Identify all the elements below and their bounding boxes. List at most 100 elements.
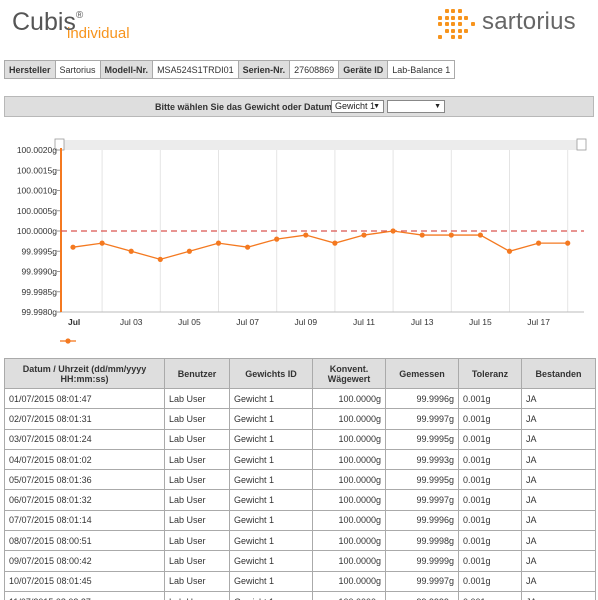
chart-right-handle <box>576 138 587 151</box>
cell-weight-id: Gewicht 1 <box>229 387 313 410</box>
header-user[interactable]: Benutzer <box>164 358 230 389</box>
info-label-model: Modell-Nr. <box>99 60 154 79</box>
cell-user: Lab User <box>164 550 230 572</box>
measurement-table: Datum / Uhrzeit (dd/mm/yyyy HH:mm:ss) Be… <box>4 358 596 600</box>
chart-top-strip <box>61 140 584 150</box>
cell-datetime: 04/07/2015 08:01:02 <box>4 448 165 471</box>
logo-dot <box>470 22 475 26</box>
logo-dot <box>444 15 449 20</box>
logo-dot <box>451 9 455 13</box>
cell-datetime: 01/07/2015 08:01:47 <box>4 387 165 410</box>
header-conventional-value[interactable]: Konvent. Wägewert <box>312 358 386 389</box>
cell-tolerance: 0.001g <box>458 530 522 552</box>
sartorius-logo: sartorius <box>438 8 593 40</box>
cell-user: Lab User <box>164 489 230 511</box>
cell-user: Lab User <box>164 590 230 600</box>
weight-chart: 100.0020g 100.0015g 100.0010g 100.0005g 100.… <box>0 136 598 351</box>
cell-conventional-value: 100.0000g <box>312 550 386 572</box>
chart-ytick-label: 99.9980g <box>22 307 58 317</box>
chart-ytick-label: 99.9995g <box>22 246 58 256</box>
cell-measured: 99.9998g <box>385 530 459 552</box>
cell-user: Lab User <box>164 570 230 592</box>
chart-ytick-label: 100.0010g <box>17 186 57 196</box>
header-passed[interactable]: Bestanden <box>521 358 596 389</box>
date-select[interactable]: ▼ <box>387 100 445 113</box>
cell-passed: JA <box>521 550 596 572</box>
table-row: 07/07/2015 08:01:14 Lab User Gewicht 1 100.… <box>4 509 596 532</box>
table-row: 06/07/2015 08:01:32 Lab User Gewicht 1 100.… <box>4 489 596 511</box>
cell-datetime: 03/07/2015 08:01:24 <box>4 428 165 450</box>
table-header-row: Datum / Uhrzeit (dd/mm/yyyy HH:mm:ss) Be… <box>4 358 596 389</box>
logo-dot <box>438 15 442 20</box>
info-value-serial: 27608869 <box>289 60 340 79</box>
weight-select[interactable]: Gewicht 1 ▼ <box>331 100 384 113</box>
cell-passed: JA <box>521 530 596 552</box>
table-row: 04/07/2015 08:01:02 Lab User Gewicht 1 100.… <box>4 448 596 471</box>
cell-passed: JA <box>521 469 596 491</box>
chart-point <box>565 240 571 246</box>
cell-measured: 99.9996g <box>385 387 459 410</box>
cell-tolerance: 0.001g <box>458 387 522 410</box>
cell-tolerance: 0.001g <box>458 428 522 450</box>
cell-tolerance: 0.001g <box>458 489 522 511</box>
cell-passed: JA <box>521 387 596 410</box>
info-label-device-id: Geräte ID <box>338 60 389 79</box>
logo-dot <box>451 35 455 39</box>
cell-passed: JA <box>521 428 596 450</box>
brand-registered-mark: ® <box>75 10 84 21</box>
cell-passed: JA <box>521 448 596 471</box>
cell-weight-id: Gewicht 1 <box>229 570 313 592</box>
cell-tolerance: 0.001g <box>458 509 522 532</box>
chart-point <box>186 248 192 254</box>
header-tolerance[interactable]: Toleranz <box>458 358 522 389</box>
cell-conventional-value: 100.0000g <box>312 530 386 552</box>
cell-passed: JA <box>521 590 596 600</box>
chart-point <box>99 240 105 246</box>
chart-xtick-label: Jul 09 <box>294 317 317 327</box>
logo-dot <box>464 28 468 33</box>
header-datetime[interactable]: Datum / Uhrzeit (dd/mm/yyyy HH:mm:ss) <box>4 358 165 389</box>
logo-dot <box>451 28 455 33</box>
header-weight-id[interactable]: Gewichts ID <box>229 358 313 389</box>
chart-point <box>361 232 367 238</box>
table-row: 02/07/2015 08:01:31 Lab User Gewicht 1 100.… <box>4 408 596 430</box>
cell-user: Lab User <box>164 408 230 430</box>
weight-select-value: Gewicht 1 <box>335 101 376 111</box>
table-row: 08/07/2015 08:00:51 Lab User Gewicht 1 100.… <box>4 530 596 552</box>
selection-label: Bitte wählen Sie das Gewicht oder Datum <box>155 102 333 112</box>
chart-xtick-label: Jul 13 <box>411 317 434 327</box>
cell-passed: JA <box>521 570 596 592</box>
cell-user: Lab User <box>164 530 230 552</box>
cell-measured: 99.9997g <box>385 489 459 511</box>
logo-dot <box>444 9 449 13</box>
table-row: 01/07/2015 08:01:47 Lab User Gewicht 1 100.… <box>4 387 596 410</box>
logo-dot <box>444 28 449 33</box>
cell-passed: JA <box>521 489 596 511</box>
chart-point <box>303 232 309 238</box>
cell-datetime: 08/07/2015 08:00:51 <box>4 530 165 552</box>
cell-measured: 99.9997g <box>385 408 459 430</box>
chart-svg: 100.0020g 100.0015g 100.0010g 100.0005g 100.… <box>17 138 587 344</box>
header-measured[interactable]: Gemessen <box>385 358 459 389</box>
cell-conventional-value: 100.0000g <box>312 469 386 491</box>
chart-xtick-label: Jul 15 <box>469 317 492 327</box>
chart-xtick-label: Jul 07 <box>236 317 259 327</box>
logo-dot <box>451 22 455 26</box>
cell-conventional-value: 100.0000g <box>312 408 386 430</box>
brand-name: Cubis <box>12 8 76 36</box>
cell-tolerance: 0.001g <box>458 408 522 430</box>
chevron-down-icon: ▼ <box>373 103 380 110</box>
cell-user: Lab User <box>164 428 230 450</box>
cell-weight-id: Gewicht 1 <box>229 469 313 491</box>
chart-point <box>274 236 280 242</box>
chart-point <box>390 228 396 234</box>
chart-point <box>70 244 76 250</box>
chart-xtick-label: Jul 05 <box>178 317 201 327</box>
logo-dot <box>438 35 442 39</box>
chart-point <box>506 248 513 254</box>
info-value-manufacturer: Sartorius <box>54 60 101 79</box>
info-label-manufacturer: Hersteller <box>4 60 56 79</box>
cell-conventional-value: 100.0000g <box>312 387 386 410</box>
cell-tolerance: 0.001g <box>458 590 522 600</box>
